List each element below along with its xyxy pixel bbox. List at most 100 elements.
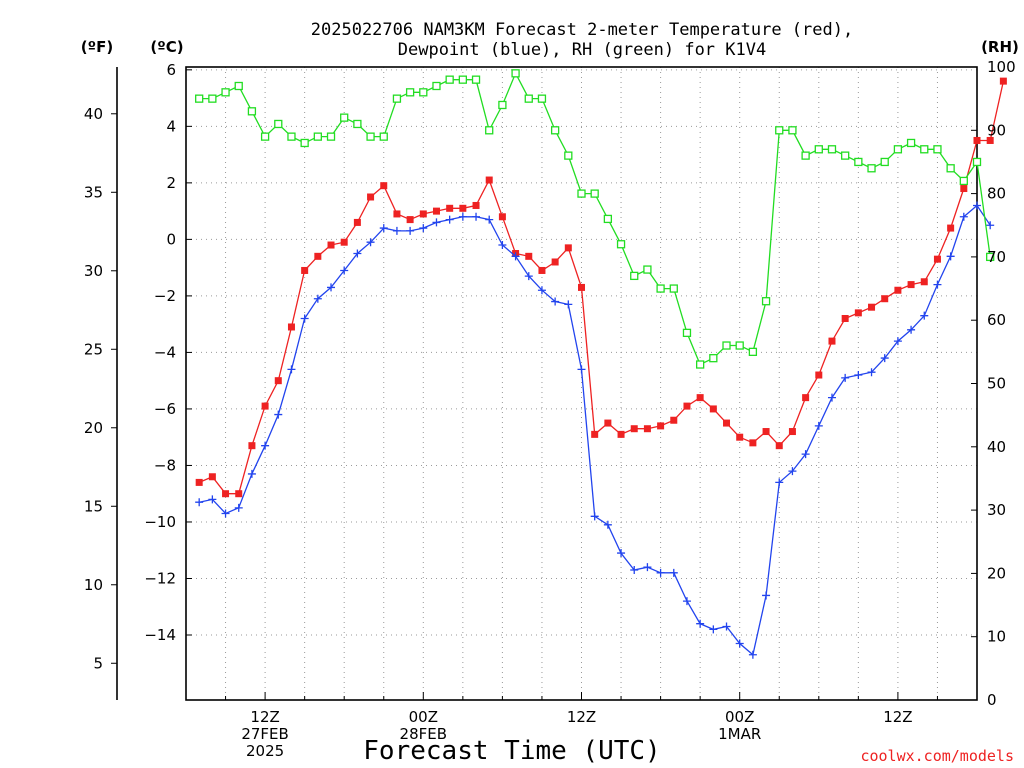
series-temperature [195, 77, 1007, 498]
temperature-point [301, 266, 309, 274]
rh-point [300, 138, 309, 148]
rh-point [946, 164, 955, 173]
dewpoint-point [458, 212, 467, 221]
temperature-point [538, 266, 546, 274]
temperature-point [248, 442, 256, 450]
celsius-tick-label: −14 [144, 626, 176, 644]
rh-point [432, 81, 441, 91]
temperature-point [367, 193, 375, 201]
temperature-point [630, 425, 638, 433]
dewpoint-point [406, 226, 415, 235]
dewpoint-point [511, 252, 520, 261]
dewpoint-point [801, 450, 810, 459]
rh-point [405, 88, 415, 97]
rh-point [234, 81, 243, 91]
dewpoint-point [933, 280, 942, 289]
dewpoint-point [986, 221, 995, 230]
dewpoint-point [313, 294, 322, 303]
temperature-point [696, 394, 704, 402]
rh-tick-label: 80 [987, 185, 1006, 203]
fahrenheit-tick-label: 10 [84, 576, 103, 594]
dewpoint-point [247, 469, 256, 478]
dewpoint-point [709, 625, 718, 634]
temperature-point [960, 185, 968, 193]
celsius-tick-label: 0 [166, 230, 176, 248]
temperature-point [274, 377, 282, 385]
temperature-point [775, 442, 783, 450]
rh-point [696, 360, 705, 369]
temperature-point [815, 371, 823, 379]
rh-point [471, 75, 481, 84]
rh-point [590, 189, 599, 198]
temperature-point [498, 213, 506, 221]
dewpoint-point [432, 218, 441, 227]
dewpoint-point [696, 619, 705, 628]
rh-point [326, 132, 336, 141]
dewpoint-point [973, 201, 981, 210]
rh-point [603, 214, 613, 224]
dewpoint-point [669, 568, 678, 577]
temperature-point [973, 136, 981, 144]
rh-point [841, 151, 850, 160]
celsius-tick-label: 2 [166, 174, 176, 192]
temperature-point [353, 218, 361, 226]
x-axis-label: Forecast Time (UTC) [363, 736, 660, 766]
dewpoint-point [577, 365, 586, 374]
rh-point [274, 119, 283, 129]
temperature-point [723, 419, 731, 427]
celsius-tick-label: −6 [154, 400, 176, 418]
temperature-point [999, 77, 1007, 85]
x-tick-label: 28FEB [400, 725, 447, 743]
rh-point [630, 271, 639, 281]
tick-labels: 6420−2−4−6−8−10−12−144035302520151051009… [84, 58, 1016, 760]
x-tick-label: 12Z [250, 708, 279, 726]
dewpoint-point [643, 563, 652, 572]
dewpoint-point [590, 512, 599, 521]
series-layer [195, 69, 1007, 659]
rh-point [880, 157, 889, 167]
temperature-point [643, 425, 651, 433]
rh-point [709, 354, 718, 363]
dewpoint-point [208, 495, 217, 504]
rh-point [643, 265, 652, 274]
dewpoint-point [854, 371, 863, 380]
temperature-point [947, 224, 955, 232]
credit-text: coolwx.com/models [860, 747, 1014, 765]
rh-point [761, 297, 771, 306]
rh-point [537, 94, 547, 103]
temperature-point [564, 244, 572, 252]
x-tick-label: 00Z [409, 708, 438, 726]
dewpoint-point [788, 467, 797, 476]
rh-point [353, 119, 362, 129]
series-dewpoint [195, 201, 995, 659]
dewpoint-point [419, 224, 428, 233]
fahrenheit-tick-label: 40 [84, 105, 103, 123]
dewpoint-point [735, 639, 744, 648]
dewpoint-point [353, 249, 362, 258]
fahrenheit-tick-label: 25 [84, 340, 103, 358]
rh-point [748, 347, 758, 357]
dewpoint-point [775, 478, 784, 487]
temperature-point [419, 210, 427, 218]
dewpoint-point [880, 354, 889, 363]
dewpoint-point [537, 286, 546, 295]
x-tick-label: 12Z [883, 708, 912, 726]
dewpoint-point [907, 325, 916, 334]
fahrenheit-tick-label: 20 [84, 419, 103, 437]
dewpoint-point [946, 252, 955, 261]
temperature-point [986, 136, 994, 144]
dewpoint-point [920, 311, 929, 320]
rh-tick-label: 40 [987, 438, 1006, 456]
dewpoint-point [564, 300, 573, 309]
temperature-point [406, 216, 414, 224]
dewpoint-point [617, 549, 626, 558]
temperature-point [208, 473, 216, 481]
rh-point [920, 145, 929, 154]
temperature-point [802, 394, 810, 402]
dewpoint-point [300, 314, 309, 323]
temperature-point [578, 283, 585, 291]
temperature-point [670, 416, 678, 424]
x-tick-label: 12Z [567, 708, 596, 726]
dewpoint-point [959, 212, 968, 221]
temperature-point [920, 278, 928, 286]
